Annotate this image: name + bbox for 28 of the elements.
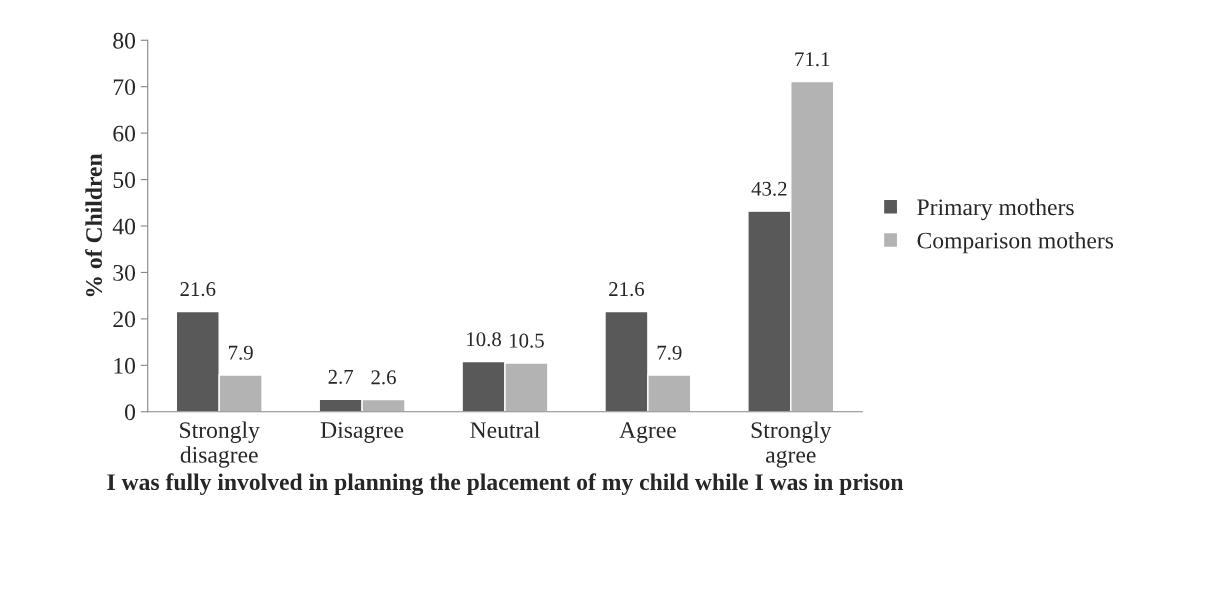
y-axis-title: % of Children [85, 153, 103, 297]
x-axis-title: I was fully involved in planning the placement of my child while I was in prison [107, 473, 904, 496]
y-tick-label: 10 [114, 357, 136, 374]
data-label: 71.1 [795, 52, 830, 67]
legend-label: Primary mothers [917, 198, 1074, 221]
y-tick-label: 40 [112, 218, 136, 235]
y-tick-label: 80 [113, 32, 136, 49]
data-label: 43.2 [751, 181, 787, 196]
y-tick-label: 60 [113, 125, 136, 142]
data-label: 21.6 [180, 282, 216, 297]
x-tick-label: Strongly agree [751, 421, 832, 468]
x-tick-label: Neutral [470, 421, 540, 439]
data-label: 7.9 [657, 345, 682, 360]
data-label: 10.8 [467, 332, 501, 347]
data-label: 2.6 [371, 370, 396, 385]
data-label: 10.5 [510, 333, 544, 348]
x-tick-label: Disagree [320, 422, 404, 443]
data-label: 7.9 [228, 345, 253, 360]
data-label: 2.7 [328, 369, 354, 384]
legend-label: Comparison mothers [917, 231, 1114, 254]
x-tick-label: Agree [619, 422, 676, 443]
y-tick-label: 20 [113, 311, 136, 328]
y-tick-label: 50 [113, 172, 136, 188]
y-tick-label: 0 [125, 404, 136, 421]
y-tick-label: 30 [113, 264, 136, 281]
x-tick-label: Strongly disagree [180, 421, 260, 468]
data-label: 21.6 [609, 282, 645, 297]
y-tick-label: 70 [113, 79, 136, 96]
